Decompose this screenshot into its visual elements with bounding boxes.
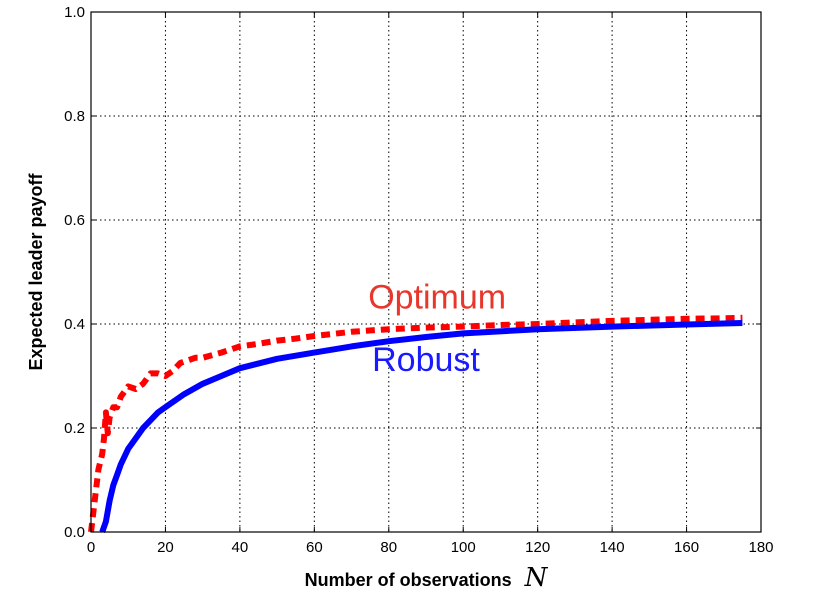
y-tick-label: 0.2 <box>64 420 85 437</box>
x-tick-label: 180 <box>748 539 773 556</box>
series-line-robust <box>99 320 743 534</box>
x-tick-label: 40 <box>232 539 249 556</box>
x-axis-title: Number of observations N <box>305 563 549 593</box>
x-tick-label: 60 <box>306 539 323 556</box>
y-tick-label: 0.4 <box>64 316 85 333</box>
y-tick-label: 1.0 <box>64 4 85 21</box>
x-tick-label: 100 <box>451 539 476 556</box>
x-tick-label: 120 <box>525 539 550 556</box>
tick-layer: 0 20 40 60 80 100 120 140 160 180 0.0 0.2 0.4 0.6 0.8 1… <box>64 4 773 556</box>
y-axis-title: Expected leader payoff <box>26 172 46 370</box>
y-tick-label: 0.0 <box>64 524 85 541</box>
series-label-robust: Robust <box>372 341 480 379</box>
y-tick-label: 0.6 <box>64 212 85 229</box>
x-tick-label: 20 <box>157 539 174 556</box>
x-tick-label: 140 <box>600 539 625 556</box>
x-axis-variable: N <box>524 563 549 593</box>
annotation-layer: Optimum Robust <box>368 278 506 378</box>
series-layer <box>88 314 743 534</box>
x-tick-label: 160 <box>674 539 699 556</box>
series-label-optimum: Optimum <box>368 278 506 316</box>
grid-layer <box>91 12 761 532</box>
x-tick-label: 80 <box>380 539 397 556</box>
x-tick-label: 0 <box>87 539 95 556</box>
y-tick-label: 0.8 <box>64 108 85 125</box>
x-axis-label: Number of observations <box>305 570 512 590</box>
plot-frame <box>90 11 762 533</box>
series-line-optimum <box>88 314 743 533</box>
